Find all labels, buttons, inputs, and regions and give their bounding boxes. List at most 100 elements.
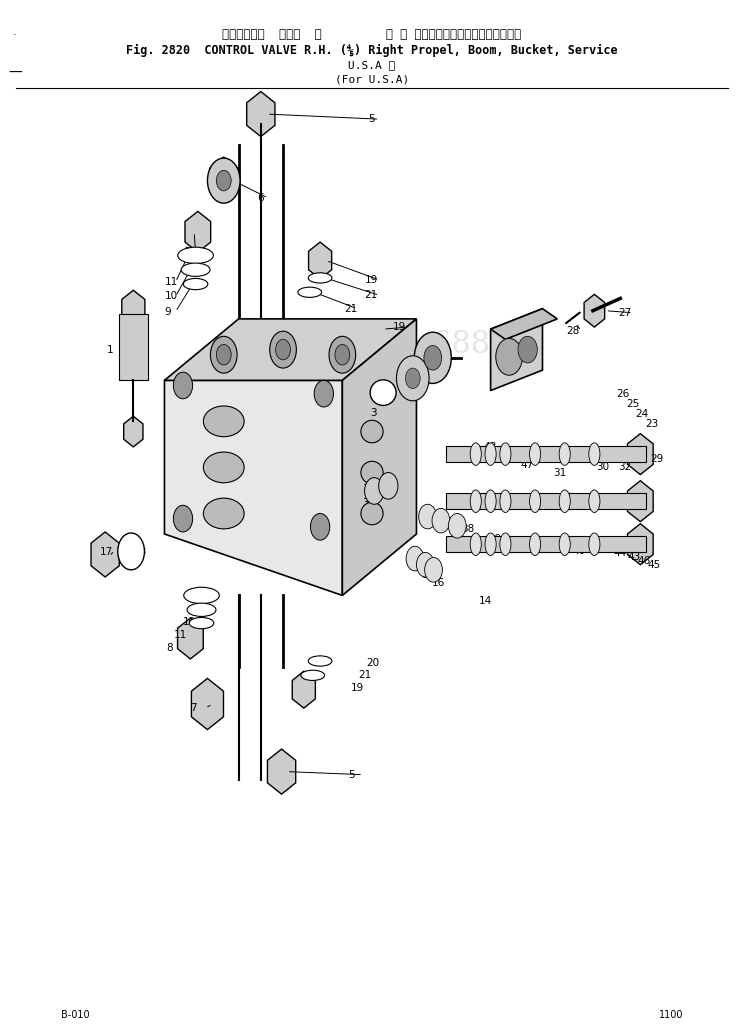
Text: —: — xyxy=(9,66,22,80)
Polygon shape xyxy=(178,618,203,659)
Text: 4: 4 xyxy=(388,387,395,397)
Polygon shape xyxy=(342,319,417,596)
Polygon shape xyxy=(164,380,342,596)
Circle shape xyxy=(518,336,537,363)
Ellipse shape xyxy=(559,443,571,465)
Circle shape xyxy=(275,339,290,359)
Text: 45: 45 xyxy=(647,560,660,570)
Text: 44: 44 xyxy=(614,548,627,559)
Circle shape xyxy=(270,331,296,368)
Text: U.S.A 向: U.S.A 向 xyxy=(348,60,396,70)
Ellipse shape xyxy=(589,443,600,465)
Circle shape xyxy=(118,533,144,570)
Polygon shape xyxy=(627,433,653,474)
Ellipse shape xyxy=(559,490,571,512)
Ellipse shape xyxy=(203,498,244,529)
Text: 47: 47 xyxy=(520,460,533,470)
Polygon shape xyxy=(292,672,315,708)
Text: 18: 18 xyxy=(133,547,147,558)
Text: 28: 28 xyxy=(566,327,580,336)
Ellipse shape xyxy=(298,288,321,298)
Ellipse shape xyxy=(181,263,210,276)
Text: 9: 9 xyxy=(190,604,197,614)
Text: 41: 41 xyxy=(516,537,530,547)
Text: 21: 21 xyxy=(359,671,372,680)
Circle shape xyxy=(432,508,450,533)
Text: 8: 8 xyxy=(166,643,173,653)
Text: 19: 19 xyxy=(365,275,378,284)
Text: 24: 24 xyxy=(635,409,648,419)
Ellipse shape xyxy=(301,671,324,681)
Text: 5: 5 xyxy=(348,769,355,779)
Ellipse shape xyxy=(530,533,541,556)
Circle shape xyxy=(405,368,420,388)
Ellipse shape xyxy=(485,533,496,556)
Ellipse shape xyxy=(308,273,332,283)
Text: 35: 35 xyxy=(376,484,390,494)
Text: 33: 33 xyxy=(362,498,376,508)
Ellipse shape xyxy=(183,278,208,290)
Text: 10: 10 xyxy=(164,292,178,301)
Circle shape xyxy=(217,344,231,365)
Polygon shape xyxy=(124,416,143,447)
Text: 2: 2 xyxy=(433,354,440,364)
Text: 11: 11 xyxy=(164,277,178,287)
Circle shape xyxy=(449,514,466,538)
Circle shape xyxy=(173,505,193,532)
Ellipse shape xyxy=(308,656,332,667)
Text: 37: 37 xyxy=(436,517,449,527)
Bar xyxy=(118,314,148,380)
Polygon shape xyxy=(584,295,605,327)
Circle shape xyxy=(379,472,398,499)
Circle shape xyxy=(425,558,443,582)
Text: 21: 21 xyxy=(344,304,358,313)
Text: 6: 6 xyxy=(257,193,263,203)
Text: 7: 7 xyxy=(190,703,197,713)
Text: 1100: 1100 xyxy=(659,1011,683,1021)
Ellipse shape xyxy=(589,490,600,512)
Text: 43: 43 xyxy=(628,551,641,562)
Text: 27: 27 xyxy=(618,308,632,317)
Text: 30: 30 xyxy=(596,462,609,472)
Text: 48: 48 xyxy=(483,442,496,452)
Ellipse shape xyxy=(470,490,481,512)
Text: 21: 21 xyxy=(365,291,378,300)
Ellipse shape xyxy=(178,248,214,264)
Ellipse shape xyxy=(559,533,571,556)
Text: 36: 36 xyxy=(422,517,435,527)
Text: 9: 9 xyxy=(164,307,171,316)
Polygon shape xyxy=(490,309,557,339)
Bar xyxy=(446,493,647,509)
Circle shape xyxy=(310,514,330,540)
Polygon shape xyxy=(185,212,211,253)
Text: コントロール  バルブ  右         右 走 行、ブーム、バケット、サービス: コントロール バルブ 右 右 走 行、ブーム、バケット、サービス xyxy=(222,28,522,41)
Text: 3: 3 xyxy=(370,408,376,418)
Polygon shape xyxy=(267,749,295,794)
Text: (For U.S.A): (For U.S.A) xyxy=(335,74,409,84)
Ellipse shape xyxy=(361,461,383,484)
Polygon shape xyxy=(247,91,275,137)
Ellipse shape xyxy=(361,420,383,443)
Ellipse shape xyxy=(485,490,496,512)
Ellipse shape xyxy=(470,533,481,556)
Ellipse shape xyxy=(184,587,219,604)
Ellipse shape xyxy=(500,490,511,512)
Ellipse shape xyxy=(361,502,383,525)
Ellipse shape xyxy=(589,533,600,556)
Text: 40: 40 xyxy=(572,546,586,557)
Polygon shape xyxy=(91,532,119,577)
Text: 19: 19 xyxy=(351,683,365,692)
Ellipse shape xyxy=(203,406,244,436)
Circle shape xyxy=(414,332,452,383)
Circle shape xyxy=(419,504,437,529)
Circle shape xyxy=(417,553,434,577)
Ellipse shape xyxy=(500,533,511,556)
Polygon shape xyxy=(627,481,653,522)
Text: 4: 4 xyxy=(414,379,421,389)
Bar xyxy=(446,536,647,553)
Ellipse shape xyxy=(500,443,511,465)
Text: 31: 31 xyxy=(554,467,567,478)
Circle shape xyxy=(335,344,350,365)
Text: 12: 12 xyxy=(413,559,426,569)
Polygon shape xyxy=(191,679,223,729)
